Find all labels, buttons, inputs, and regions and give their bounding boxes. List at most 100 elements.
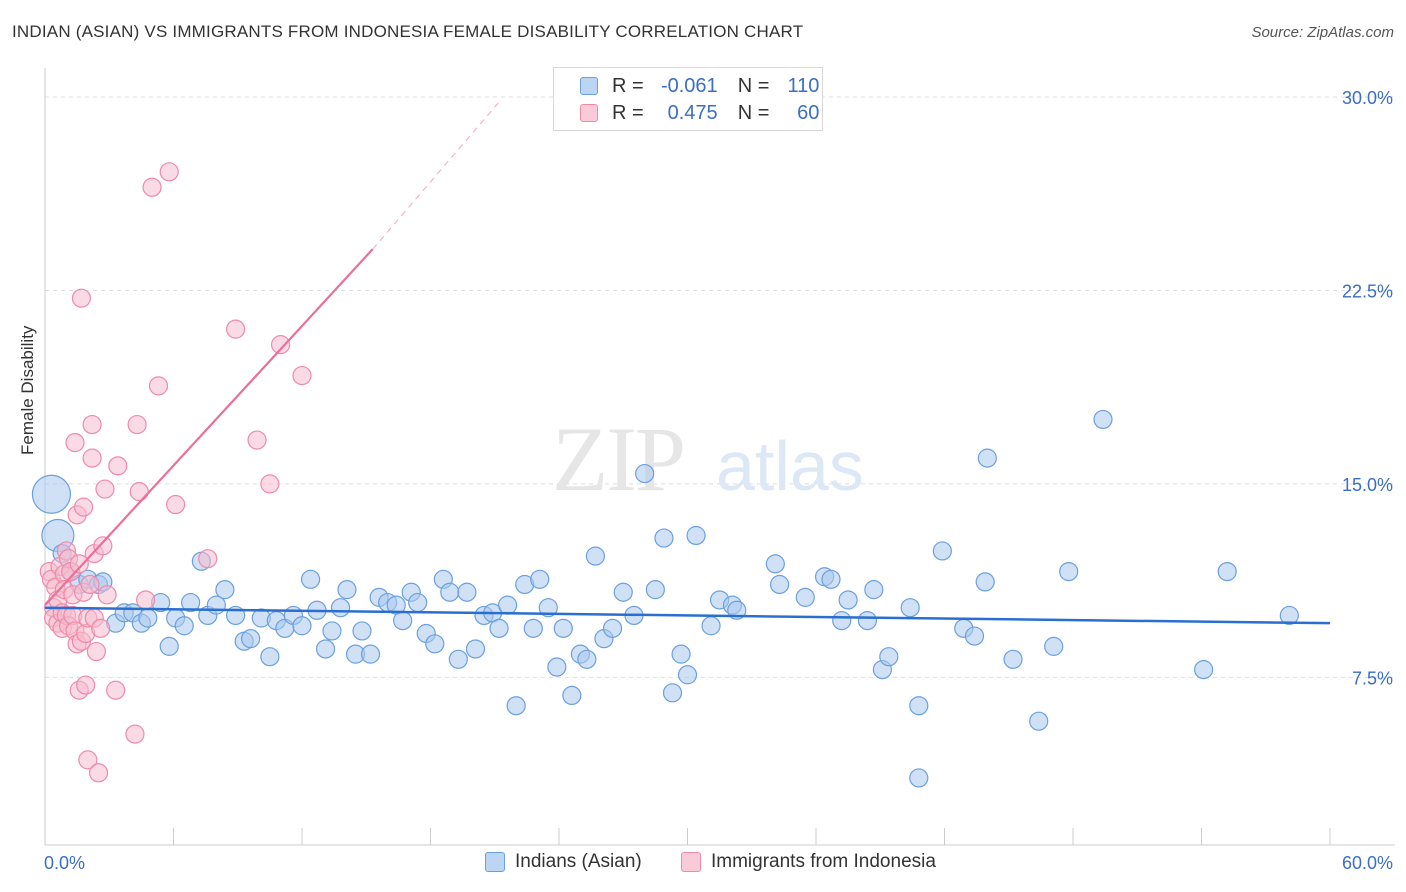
point-indians-asian	[932, 541, 952, 561]
point-indians-asian	[315, 639, 336, 659]
point-immigrants-indonesia	[88, 763, 109, 783]
point-indians-asian	[795, 587, 815, 607]
trend-lines	[44, 99, 1331, 625]
point-indians-asian	[857, 610, 878, 631]
legend-r-label: R =	[612, 101, 644, 124]
point-indians-asian	[1003, 649, 1023, 669]
point-indians-asian	[1029, 711, 1049, 731]
point-immigrants-indonesia	[71, 288, 92, 308]
x-tick-label: 60.0%	[1342, 853, 1393, 873]
point-indians-asian	[1093, 409, 1113, 430]
point-immigrants-indonesia	[148, 376, 169, 396]
watermark: ZIP atlas	[552, 408, 864, 510]
point-indians-asian	[547, 657, 567, 677]
trendline-indians-asian	[44, 606, 1331, 625]
legend-r-value: -0.061	[660, 74, 718, 97]
y-tick-label: 7.5%	[1352, 668, 1393, 688]
point-indians-asian	[613, 582, 633, 602]
point-immigrants-indonesia	[93, 536, 113, 556]
point-indians-asian	[769, 574, 790, 595]
point-indians-asian	[530, 569, 550, 589]
point-immigrants-indonesia	[95, 479, 115, 499]
point-indians-asian	[31, 474, 72, 514]
point-immigrants-indonesia	[73, 497, 94, 517]
point-indians-asian	[909, 696, 929, 716]
point-immigrants-indonesia	[129, 482, 149, 502]
point-indians-asian	[1279, 605, 1299, 626]
point-indians-asian	[465, 639, 486, 659]
chart-title: INDIAN (ASIAN) VS IMMIGRANTS FROM INDONE…	[12, 22, 804, 41]
legend-item-indonesia[interactable]: Immigrants from Indonesia	[681, 851, 936, 873]
point-indians-asian	[393, 610, 413, 631]
point-indians-asian	[671, 644, 691, 664]
legend-r-value: 0.475	[667, 101, 718, 124]
point-immigrants-indonesia	[80, 574, 100, 595]
series-indians-asian	[31, 409, 1299, 788]
point-indians-asian	[448, 649, 468, 669]
legend-n-value: 110	[787, 74, 820, 97]
point-indians-asian	[489, 618, 509, 638]
point-immigrants-indonesia	[136, 590, 156, 610]
point-indians-asian	[425, 634, 445, 654]
point-immigrants-indonesia	[82, 448, 102, 468]
point-immigrants-indonesia	[270, 335, 291, 355]
point-immigrants-indonesia	[292, 365, 312, 386]
y-tick-labels: 7.5% 15.0% 22.5% 30.0%	[1342, 88, 1393, 688]
legend-label-indonesia: Immigrants from Indonesia	[711, 851, 936, 872]
point-immigrants-indonesia	[97, 585, 117, 605]
point-indians-asian	[879, 647, 899, 667]
point-indians-asian	[602, 618, 623, 638]
point-indians-asian	[654, 528, 674, 548]
legend-row-indians: R = -0.061 N = 110	[580, 73, 819, 99]
point-indians-asian	[577, 649, 597, 669]
axes	[44, 68, 1395, 846]
point-immigrants-indonesia	[69, 554, 89, 574]
point-indians-asian	[1059, 561, 1079, 582]
point-immigrants-indonesia	[106, 680, 126, 700]
point-indians-asian	[360, 644, 381, 664]
point-indians-asian	[562, 685, 582, 706]
point-indians-asian	[975, 572, 995, 592]
legend-row-indonesia: R = 0.475 N = 60	[580, 100, 819, 126]
point-indians-asian	[215, 580, 235, 600]
legend-item-indians[interactable]: Indians (Asian)	[485, 851, 642, 873]
point-indians-asian	[538, 598, 558, 618]
point-indians-asian	[832, 610, 852, 631]
point-indians-asian	[1217, 561, 1237, 582]
point-immigrants-indonesia	[86, 641, 107, 662]
point-immigrants-indonesia	[65, 433, 85, 453]
point-indians-asian	[440, 582, 460, 602]
point-indians-asian	[330, 598, 351, 618]
y-axis-title: Female Disability	[18, 325, 37, 455]
point-immigrants-indonesia	[159, 162, 179, 182]
point-indians-asian	[408, 592, 428, 613]
gridlines	[45, 96, 1395, 678]
point-indians-asian	[337, 580, 357, 600]
point-indians-asian	[174, 616, 194, 636]
point-indians-asian	[352, 621, 372, 641]
point-indians-asian	[765, 554, 785, 574]
y-tick-label: 22.5%	[1342, 281, 1393, 301]
point-indians-asian	[498, 595, 518, 615]
point-immigrants-indonesia	[76, 675, 96, 695]
point-immigrants-indonesia	[166, 494, 186, 515]
point-indians-asian	[645, 580, 665, 600]
correlation-legend: R = -0.061 N = 110 R = 0.475 N = 60	[553, 67, 823, 131]
point-indians-asian	[300, 569, 321, 589]
point-indians-asian	[1044, 636, 1064, 656]
point-immigrants-indonesia	[247, 430, 267, 450]
x-tick-label: 0.0%	[44, 853, 85, 873]
series-immigrants-indonesia	[39, 162, 312, 783]
watermark-zip: ZIP	[552, 408, 684, 510]
point-indians-asian	[662, 683, 683, 703]
point-indians-asian	[523, 618, 543, 638]
trendline-extension-indonesia	[372, 99, 502, 250]
point-indians-asian	[677, 665, 698, 685]
point-indians-asian	[292, 616, 312, 636]
point-immigrants-indonesia	[260, 474, 280, 494]
watermark-atlas: atlas	[716, 427, 864, 505]
point-indians-asian	[553, 618, 573, 638]
point-indians-asian	[821, 569, 841, 589]
point-immigrants-indonesia	[82, 414, 102, 435]
